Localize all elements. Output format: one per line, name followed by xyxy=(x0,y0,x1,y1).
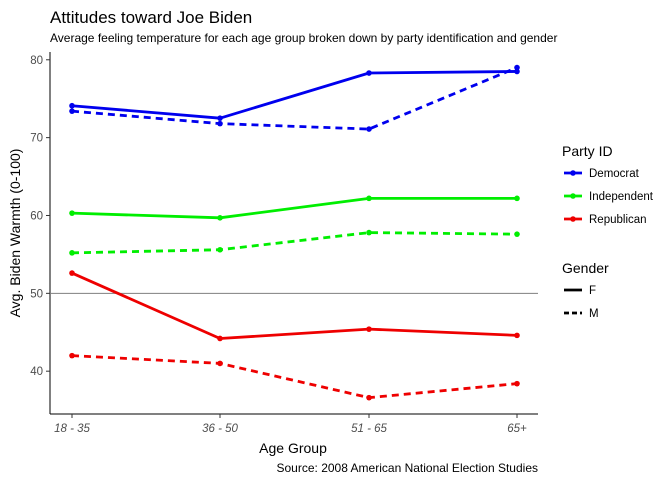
point-independent-m-18-35 xyxy=(69,250,75,256)
series-line-democrat-m xyxy=(71,66,518,131)
plot-area: 40 50 60 70 80 18 - 35 36 - 50 51 - 65 65+ xyxy=(30,52,538,435)
point-independent-f-51-65 xyxy=(366,195,372,202)
point-republican-f-18-35 xyxy=(69,270,75,276)
point-republican-m-65 xyxy=(514,380,520,387)
point-republican-f-36-50 xyxy=(217,335,223,342)
point-independent-f-18-35 xyxy=(69,210,75,216)
source-caption: Source: 2008 American National Election … xyxy=(277,461,539,475)
legend-title-party: Party ID xyxy=(562,143,613,159)
y-tick-label: 70 xyxy=(30,133,43,145)
point-independent-f-36-50 xyxy=(217,215,223,221)
point-democrat-m-65 xyxy=(514,64,520,71)
y-tick-label: 50 xyxy=(30,288,43,300)
point-democrat-m-51-65 xyxy=(366,126,372,132)
legend-key-point-independent xyxy=(570,193,576,199)
point-republican-m-18-35 xyxy=(69,352,75,359)
series-line-independent-f xyxy=(71,196,517,220)
legend-label-gender-m: M xyxy=(589,308,599,320)
legend-label-democrat: Democrat xyxy=(589,168,640,180)
series-line-republican-f xyxy=(71,271,518,340)
point-independent-m-65 xyxy=(514,231,520,237)
chart-subtitle: Average feeling temperature for each age… xyxy=(50,31,557,45)
x-tick-label: 36 - 50 xyxy=(202,423,238,435)
y-axis-ticks: 40 50 60 70 80 xyxy=(30,55,50,378)
series-line-republican-m xyxy=(71,354,518,400)
series-points xyxy=(69,64,520,401)
point-democrat-f-65 xyxy=(514,68,520,75)
point-democrat-f-36-50 xyxy=(217,115,223,121)
x-tick-label: 51 - 65 xyxy=(351,423,387,435)
y-tick-label: 40 xyxy=(30,366,43,378)
legend-label-republican: Republican xyxy=(589,214,647,226)
point-democrat-f-51-65 xyxy=(366,70,372,76)
y-tick-label: 80 xyxy=(30,55,43,67)
point-independent-f-65 xyxy=(514,195,520,202)
legend-key-point-republican xyxy=(570,216,576,222)
series-lines xyxy=(71,66,518,400)
legend-label-gender-f: F xyxy=(589,285,596,297)
y-axis-title: Avg. Biden Warmth (0-100) xyxy=(7,149,23,318)
point-independent-m-51-65 xyxy=(366,229,372,236)
point-republican-m-51-65 xyxy=(366,394,372,401)
series-line-democrat-f xyxy=(71,70,518,120)
x-axis-title: Age Group xyxy=(259,440,327,456)
point-democrat-m-36-50 xyxy=(217,120,223,127)
point-democrat-m-18-35 xyxy=(69,108,75,114)
x-tick-label: 18 - 35 xyxy=(54,423,90,435)
legend-title-gender: Gender xyxy=(562,260,609,276)
series-line-independent-m xyxy=(71,231,518,255)
point-democrat-f-18-35 xyxy=(69,102,75,109)
legend-key-point-democrat xyxy=(570,170,576,176)
y-tick-label: 60 xyxy=(30,210,43,222)
point-independent-m-36-50 xyxy=(217,246,223,253)
point-republican-f-65 xyxy=(514,332,520,339)
x-axis-ticks: 18 - 35 36 - 50 51 - 65 65+ xyxy=(54,414,527,435)
chart-title: Attitudes toward Joe Biden xyxy=(50,8,252,27)
legend-label-independent: Independent xyxy=(589,191,654,203)
legend-gender-items: FM xyxy=(564,285,599,320)
point-republican-f-51-65 xyxy=(366,326,372,332)
point-republican-m-36-50 xyxy=(217,360,223,367)
legend-party-items: Democrat Independent Republican xyxy=(564,168,654,226)
legend: Party ID Democrat Independent Republican G… xyxy=(562,143,654,320)
x-tick-label: 65+ xyxy=(507,423,527,435)
